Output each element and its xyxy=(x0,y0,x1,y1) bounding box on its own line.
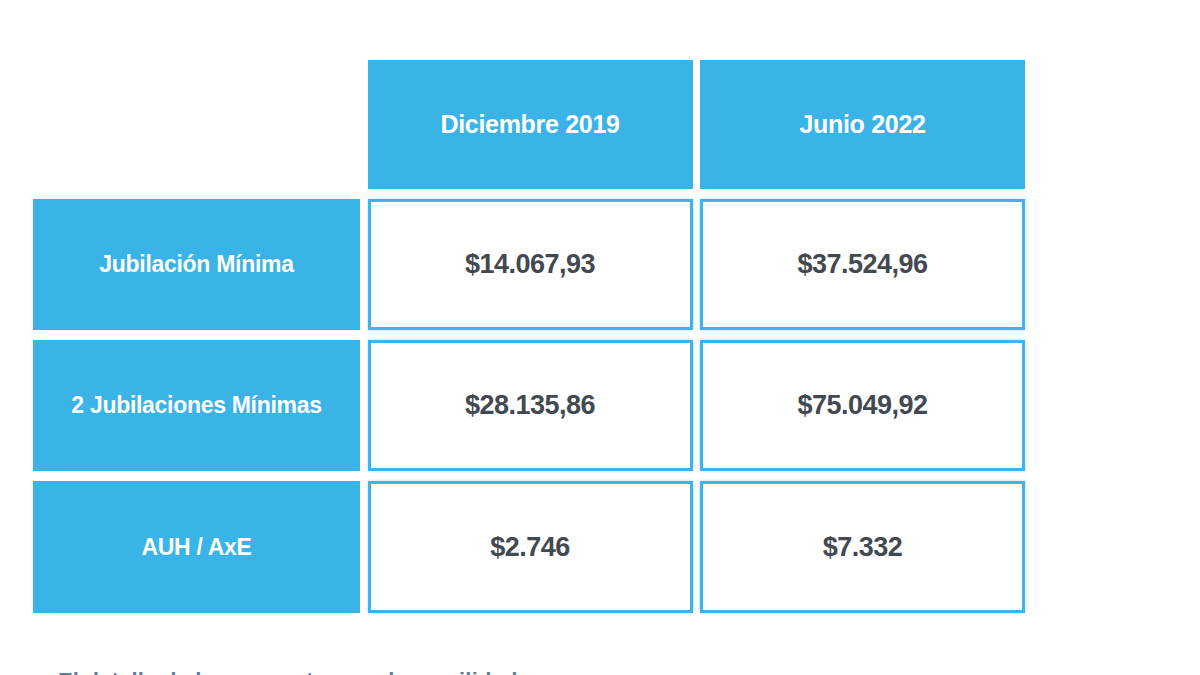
column-header-diciembre-2019: Diciembre 2019 xyxy=(368,60,693,189)
comparison-table: Diciembre 2019 Junio 2022 Jubilación Mín… xyxy=(33,60,1025,613)
value-cell-2-jubilaciones-dic2019: $28.135,86 xyxy=(368,340,693,471)
value-cell-auh-axe-jun2022: $7.332 xyxy=(700,481,1025,613)
infographic-canvas: Diciembre 2019 Junio 2022 Jubilación Mín… xyxy=(0,0,1200,675)
value-cell-auh-axe-dic2019: $2.746 xyxy=(368,481,693,613)
row-header-jubilacion-minima: Jubilación Mínima xyxy=(33,199,360,330)
row-header-auh-axe: AUH / AxE xyxy=(33,481,360,613)
column-header-junio-2022: Junio 2022 xyxy=(700,60,1025,189)
value-cell-jubilacion-minima-jun2022: $37.524,96 xyxy=(700,199,1025,330)
row-header-2-jubilaciones-minimas: 2 Jubilaciones Mínimas xyxy=(33,340,360,471)
value-cell-2-jubilaciones-jun2022: $75.049,92 xyxy=(700,340,1025,471)
table-corner-spacer xyxy=(33,60,360,189)
caption-text-clipped: El detalle de los aumentos por la movili… xyxy=(58,668,518,675)
value-cell-jubilacion-minima-dic2019: $14.067,93 xyxy=(368,199,693,330)
